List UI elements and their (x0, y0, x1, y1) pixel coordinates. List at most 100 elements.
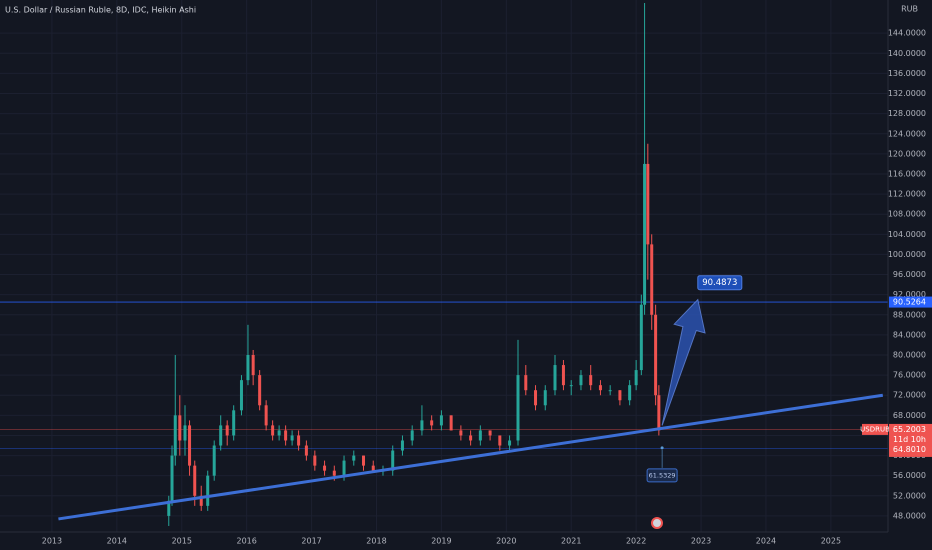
y-tick-label: 128.0000 (888, 109, 926, 118)
y-tick-label: 104.0000 (888, 230, 926, 239)
symbol-tag-label: USDRUB (860, 425, 890, 433)
y-tick-label: 140.0000 (888, 49, 926, 58)
candle-body (342, 460, 346, 476)
candle-body (264, 405, 268, 426)
y-tick-label: 84.0000 (893, 330, 926, 339)
level-tag-label: 90.5264 (893, 298, 926, 307)
low-marker-dot (660, 446, 664, 450)
price-tag-label: 65.2003 (893, 425, 926, 434)
candle-body (543, 390, 547, 406)
y-tick-label: 80.0000 (893, 351, 926, 360)
candle-body (332, 470, 336, 476)
x-tick-label: 2014 (107, 537, 127, 546)
candle-body (410, 430, 414, 441)
candle-body (290, 435, 294, 441)
x-tick-label: 2017 (301, 537, 321, 546)
y-tick-label: 112.0000 (888, 190, 926, 199)
x-tick-label: 2025 (821, 537, 841, 546)
y-tick-label: 88.0000 (893, 310, 926, 319)
chart-title: U.S. Dollar / Russian Ruble, 8D, IDC, He… (5, 6, 196, 15)
candle-body (534, 390, 538, 406)
candle-body (569, 385, 573, 387)
x-tick-label: 2021 (561, 537, 581, 546)
candle-body (284, 430, 288, 441)
y-tick-label: 52.0000 (893, 491, 926, 500)
candle-body (193, 465, 197, 496)
event-icon (651, 517, 663, 529)
candle-body (212, 445, 216, 476)
candle-body (430, 420, 434, 426)
candle-body (277, 430, 281, 436)
candle-body (400, 440, 404, 451)
candle-body (178, 415, 182, 441)
candle-body (239, 380, 243, 411)
target-label: 90.4873 (702, 278, 737, 288)
candle-body (524, 375, 528, 391)
candle-body (362, 455, 366, 466)
symbol-tag (862, 423, 888, 435)
candle-body (219, 425, 223, 446)
candle-body (323, 465, 327, 471)
low-marker-box (646, 468, 678, 483)
candle-body (199, 495, 203, 506)
candle-body (469, 435, 473, 441)
candle-body (628, 385, 632, 401)
x-tick-label: 2016 (236, 537, 256, 546)
countdown-label: 11d 10h (893, 435, 926, 444)
candle-body (449, 415, 453, 431)
candle-body (634, 370, 638, 386)
y-tick-label: 56.0000 (893, 471, 926, 480)
y-tick-label: 76.0000 (893, 371, 926, 380)
level-tag (889, 296, 932, 308)
arrow (661, 298, 706, 426)
candle-body (553, 365, 557, 391)
candle-body (639, 304, 643, 371)
candle-body (579, 375, 583, 386)
y-tick-label: 136.0000 (888, 69, 926, 78)
x-tick-label: 2020 (496, 537, 516, 546)
candle-body (650, 244, 654, 315)
candle-body (598, 385, 602, 391)
candle-body (246, 355, 250, 381)
x-tick-label: 2023 (691, 537, 711, 546)
candle-body (258, 375, 262, 406)
currency-label: RUB (901, 5, 918, 14)
low-marker-label: 61.5329 (649, 471, 676, 479)
candle-body (657, 395, 661, 431)
candle-body (352, 455, 356, 461)
candle-body (478, 430, 482, 441)
y-tick-label: 48.0000 (893, 511, 926, 520)
candle-body (643, 163, 647, 305)
y-tick-label: 120.0000 (888, 149, 926, 158)
candle-body (206, 475, 210, 506)
candle-body (391, 450, 395, 471)
candle-body (297, 435, 301, 446)
target-box (697, 275, 743, 291)
x-tick-label: 2022 (626, 537, 646, 546)
candle-body (459, 430, 463, 436)
candle-body (271, 425, 275, 436)
candle-body (618, 390, 622, 401)
candle-body (508, 440, 512, 446)
candle-body (371, 465, 375, 471)
x-tick-label: 2013 (42, 537, 62, 546)
candle-body (313, 455, 317, 466)
x-tick-label: 2015 (172, 537, 192, 546)
candle-body (439, 415, 443, 426)
close-tag-label: 64.8010 (893, 445, 926, 454)
candle-body (225, 425, 229, 436)
candle-body (167, 500, 171, 516)
price-tag (889, 423, 932, 457)
y-tick-label: 96.0000 (893, 270, 926, 279)
candle-body (488, 430, 492, 436)
candle-body (304, 445, 308, 456)
candle-body (498, 435, 502, 446)
candle-body (232, 410, 236, 436)
candle-body (170, 455, 174, 501)
x-tick-label: 2024 (756, 537, 776, 546)
candle-body (654, 314, 658, 396)
candle-body (589, 375, 593, 386)
candle-body (420, 420, 424, 431)
candle-body (188, 425, 192, 466)
